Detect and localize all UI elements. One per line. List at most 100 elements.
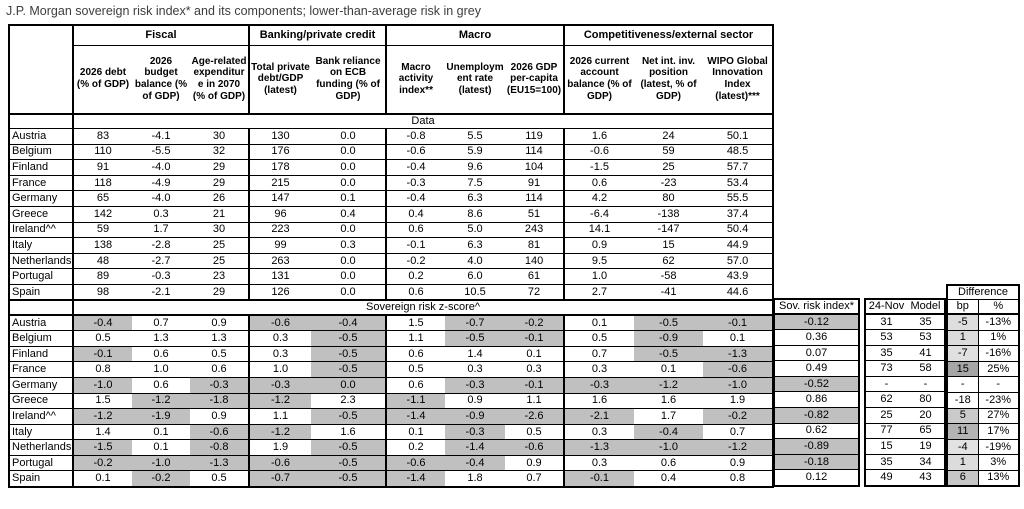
zscore-cell: 0.6 — [190, 361, 249, 378]
sov-index-row: -0.18 — [774, 453, 859, 470]
zscore-cell: -0.4 — [73, 314, 132, 331]
group-header-macro: Macro — [385, 25, 565, 46]
sov-index-cell: -0.12 — [774, 313, 859, 330]
sov-index-cell: 0.36 — [774, 329, 859, 346]
data-cell: 89 — [73, 268, 132, 285]
data-cell: 7.5 — [445, 174, 506, 191]
zscore-cell: 1.8 — [445, 470, 506, 487]
model-cell: 34 — [907, 453, 945, 470]
difference-row: 11 17% — [947, 423, 1019, 440]
data-cell: 223 — [248, 221, 311, 238]
bp-cell: 1 — [947, 329, 979, 346]
country-label: Ireland^^ — [9, 408, 74, 425]
bp-cell: 11 — [947, 423, 979, 440]
empty-cell — [9, 299, 74, 317]
zscore-cell: 1.5 — [385, 314, 446, 331]
zscore-cell: -1.3 — [190, 454, 249, 471]
difference-table: Difference bp % -5 -13% 1 1% -7 -16% 15 25% - - -1… — [946, 284, 1020, 487]
data-cell: -0.3 — [132, 268, 190, 285]
bp-cell: 6 — [947, 469, 979, 486]
bp-cell: -5 — [947, 313, 979, 331]
sov-index-row: -0.82 — [774, 407, 859, 424]
data-cell: -0.4 — [385, 159, 446, 176]
zscore-cell: -1.0 — [73, 376, 132, 393]
data-cell: -4.1 — [132, 128, 190, 145]
zscore-cell: -1.4 — [385, 408, 446, 425]
bp-cell: 1 — [947, 454, 979, 471]
sov-index-row: -0.12 — [774, 313, 859, 330]
data-cell: 57.7 — [703, 159, 774, 176]
data-cell: 119 — [505, 128, 565, 145]
data-cell: 0.2 — [385, 268, 446, 285]
sov-index-header-row: Sov. risk index* — [774, 299, 859, 315]
sov-index-cell: -0.89 — [774, 438, 859, 455]
zscore-cell: -0.5 — [311, 361, 387, 378]
zscore-cell: -0.9 — [634, 330, 704, 347]
data-cell: 26 — [190, 190, 249, 207]
data-cell: -6.4 — [563, 205, 635, 223]
data-row: Spain 98 -2.1 29 126 0.0 0.6 10.5 72 2.7 -41 44.6 — [9, 283, 774, 301]
pct-cell: - — [978, 376, 1019, 393]
zscore-cell: 1.4 — [73, 423, 132, 440]
data-cell: 0.0 — [311, 221, 387, 238]
data-cell: 8.6 — [445, 205, 506, 223]
data-cell: -0.4 — [385, 190, 446, 207]
zscore-cell: 0.5 — [73, 330, 132, 347]
zscore-cell: -0.6 — [505, 439, 565, 456]
pct-cell: -19% — [978, 438, 1019, 455]
sov-index-row: 0.36 — [774, 329, 859, 346]
pct-cell: 17% — [978, 423, 1019, 440]
col-header-budget-balance: 2026 budget balance (% of GDP) — [132, 45, 190, 115]
data-cell: 176 — [248, 143, 311, 160]
data-cell: 0.6 — [385, 221, 446, 238]
bp-cell: -7 — [947, 345, 979, 362]
zscore-cell: -1.0 — [703, 376, 774, 393]
data-cell: 110 — [73, 143, 132, 160]
bp-cell: -4 — [947, 438, 979, 455]
zscore-cell: -0.5 — [311, 408, 387, 425]
pct-cell: 3% — [978, 454, 1019, 471]
data-cell: 96 — [248, 205, 311, 223]
data-cell: 0.0 — [311, 283, 387, 301]
empty-cell — [9, 112, 74, 129]
group-header-competitiveness: Competitiveness/external sector — [563, 25, 774, 46]
data-cell: 91 — [73, 159, 132, 176]
zscore-cell: -1.2 — [73, 408, 132, 425]
bp-pct-header-row: bp % — [947, 299, 1019, 316]
sov-index-row: 0.62 — [774, 422, 859, 439]
nov-model-row: 73 58 — [865, 360, 945, 377]
data-cell: 9.6 — [445, 159, 506, 176]
nov-cell: 73 — [865, 360, 907, 377]
zscore-cell: 0.3 — [563, 454, 635, 471]
data-cell: -0.6 — [385, 143, 446, 160]
data-cell: 0.6 — [385, 283, 446, 301]
country-label: Italy — [9, 423, 74, 440]
data-cell: -0.8 — [385, 128, 446, 145]
zscore-cell: -0.5 — [445, 330, 506, 347]
data-cell: 0.9 — [563, 237, 635, 254]
country-label: Germany — [9, 376, 74, 393]
data-cell: 57.0 — [703, 252, 774, 269]
nov-model-header-row: 24-Nov Model — [865, 299, 945, 315]
zscore-cell: -0.2 — [132, 470, 190, 487]
data-cell: -2.1 — [132, 283, 190, 301]
data-cell: -5.5 — [132, 143, 190, 160]
country-label: Belgium — [9, 143, 74, 160]
data-cell: 138 — [73, 237, 132, 254]
zscore-cell: 1.3 — [132, 330, 190, 347]
data-cell: 0.0 — [311, 252, 387, 269]
zscore-cell: 0.5 — [190, 345, 249, 362]
bp-cell: - — [947, 376, 979, 393]
sov-index-cell: 0.49 — [774, 360, 859, 377]
col-header-macro-activity: Macro activity index** — [385, 45, 446, 115]
zscore-cell: -0.4 — [634, 423, 704, 440]
data-cell: -138 — [634, 205, 704, 223]
zscore-cell: -0.3 — [190, 376, 249, 393]
zscore-cell: 0.8 — [703, 470, 774, 487]
zscore-cell: 0.7 — [703, 423, 774, 440]
zscore-cell: 1.6 — [563, 392, 635, 409]
zscore-cell: 1.9 — [248, 439, 311, 456]
zscore-cell: 1.3 — [190, 330, 249, 347]
zscore-cell: 0.3 — [505, 361, 565, 378]
data-cell: -0.2 — [385, 252, 446, 269]
